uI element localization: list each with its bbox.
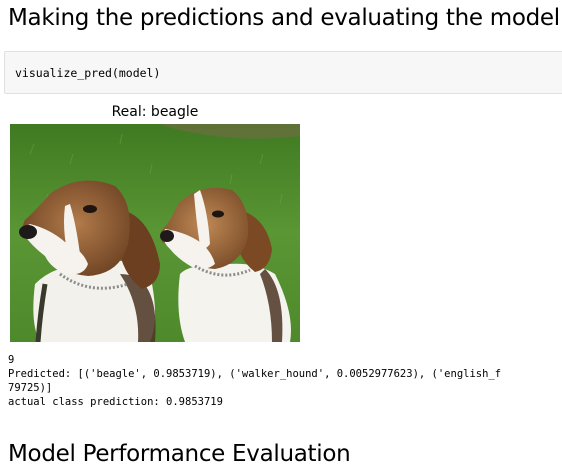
plot-title: Real: beagle [111, 104, 199, 120]
output-line: Predicted: [('beagle', 0.9853719), ('wal… [8, 368, 502, 380]
cell-output: 9 Predicted: [('beagle', 0.9853719), ('w… [8, 353, 562, 409]
code-input[interactable]: visualize_pred(model) [15, 66, 161, 80]
code-cell[interactable]: visualize_pred(model) [4, 51, 562, 94]
dog-photo [10, 124, 300, 342]
output-line: actual class prediction: 0.9853719 [8, 396, 223, 408]
output-line: 9 [8, 354, 15, 366]
section-heading: Making the predictions and evaluating th… [8, 5, 560, 31]
output-line: 79725)] [8, 382, 53, 394]
next-section-heading: Model Performance Evaluation [8, 441, 351, 467]
